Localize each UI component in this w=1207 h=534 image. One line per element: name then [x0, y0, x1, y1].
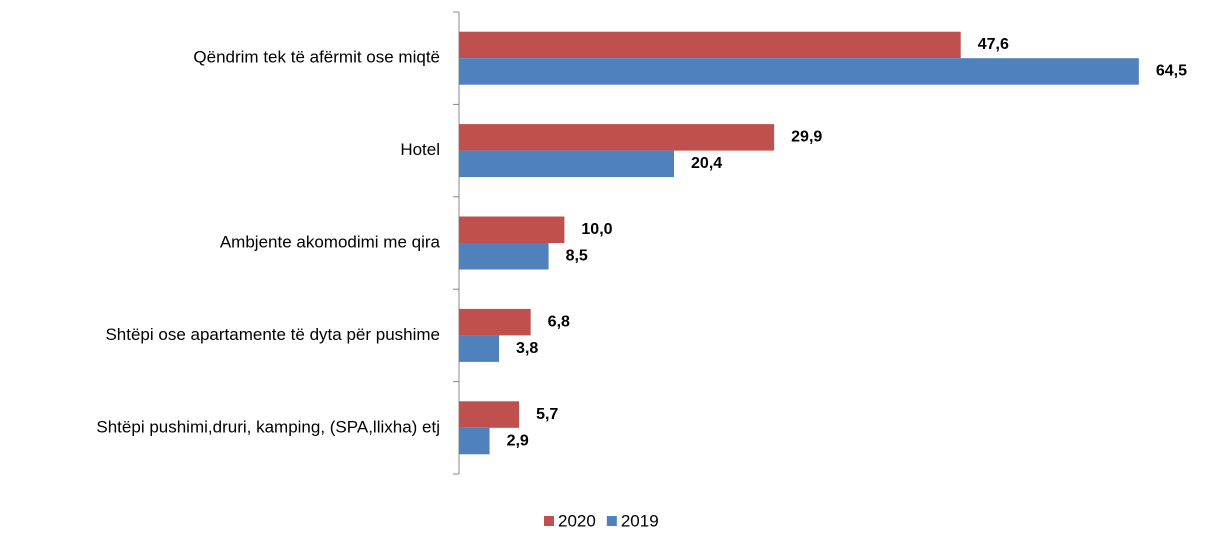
bar [459, 216, 565, 243]
bar [459, 124, 775, 151]
legend-label: 2019 [621, 511, 659, 530]
value-label: 6,8 [548, 313, 570, 330]
category-label: Shtëpi ose apartamente të dyta për pushi… [105, 325, 440, 344]
category-label: Shtëpi pushimi,druri, kamping, (SPA,llix… [96, 417, 440, 436]
value-label: 20,4 [691, 155, 722, 172]
category-label: Qëndrim tek të afërmit ose miqtë [193, 48, 440, 67]
category-label: Hotel [400, 140, 440, 159]
value-label: 5,7 [536, 406, 558, 423]
bar [459, 150, 675, 178]
value-label: 8,5 [566, 247, 588, 264]
bar [459, 308, 531, 336]
legend-label: 2020 [558, 511, 596, 530]
legend-swatch [544, 516, 554, 526]
bar [459, 427, 490, 455]
bar [459, 401, 520, 428]
bar [459, 31, 961, 59]
value-label: 2,9 [507, 432, 529, 449]
value-label: 10,0 [581, 221, 612, 238]
legend-swatch [606, 516, 617, 526]
category-label: Ambjente akomodimi me qira [220, 232, 441, 251]
bar [459, 243, 549, 270]
bar [459, 335, 500, 362]
value-label: 3,8 [516, 340, 538, 357]
bar [459, 58, 1139, 85]
value-label: 64,5 [1156, 63, 1187, 80]
value-label: 29,9 [791, 129, 822, 146]
value-label: 47,6 [978, 36, 1009, 53]
